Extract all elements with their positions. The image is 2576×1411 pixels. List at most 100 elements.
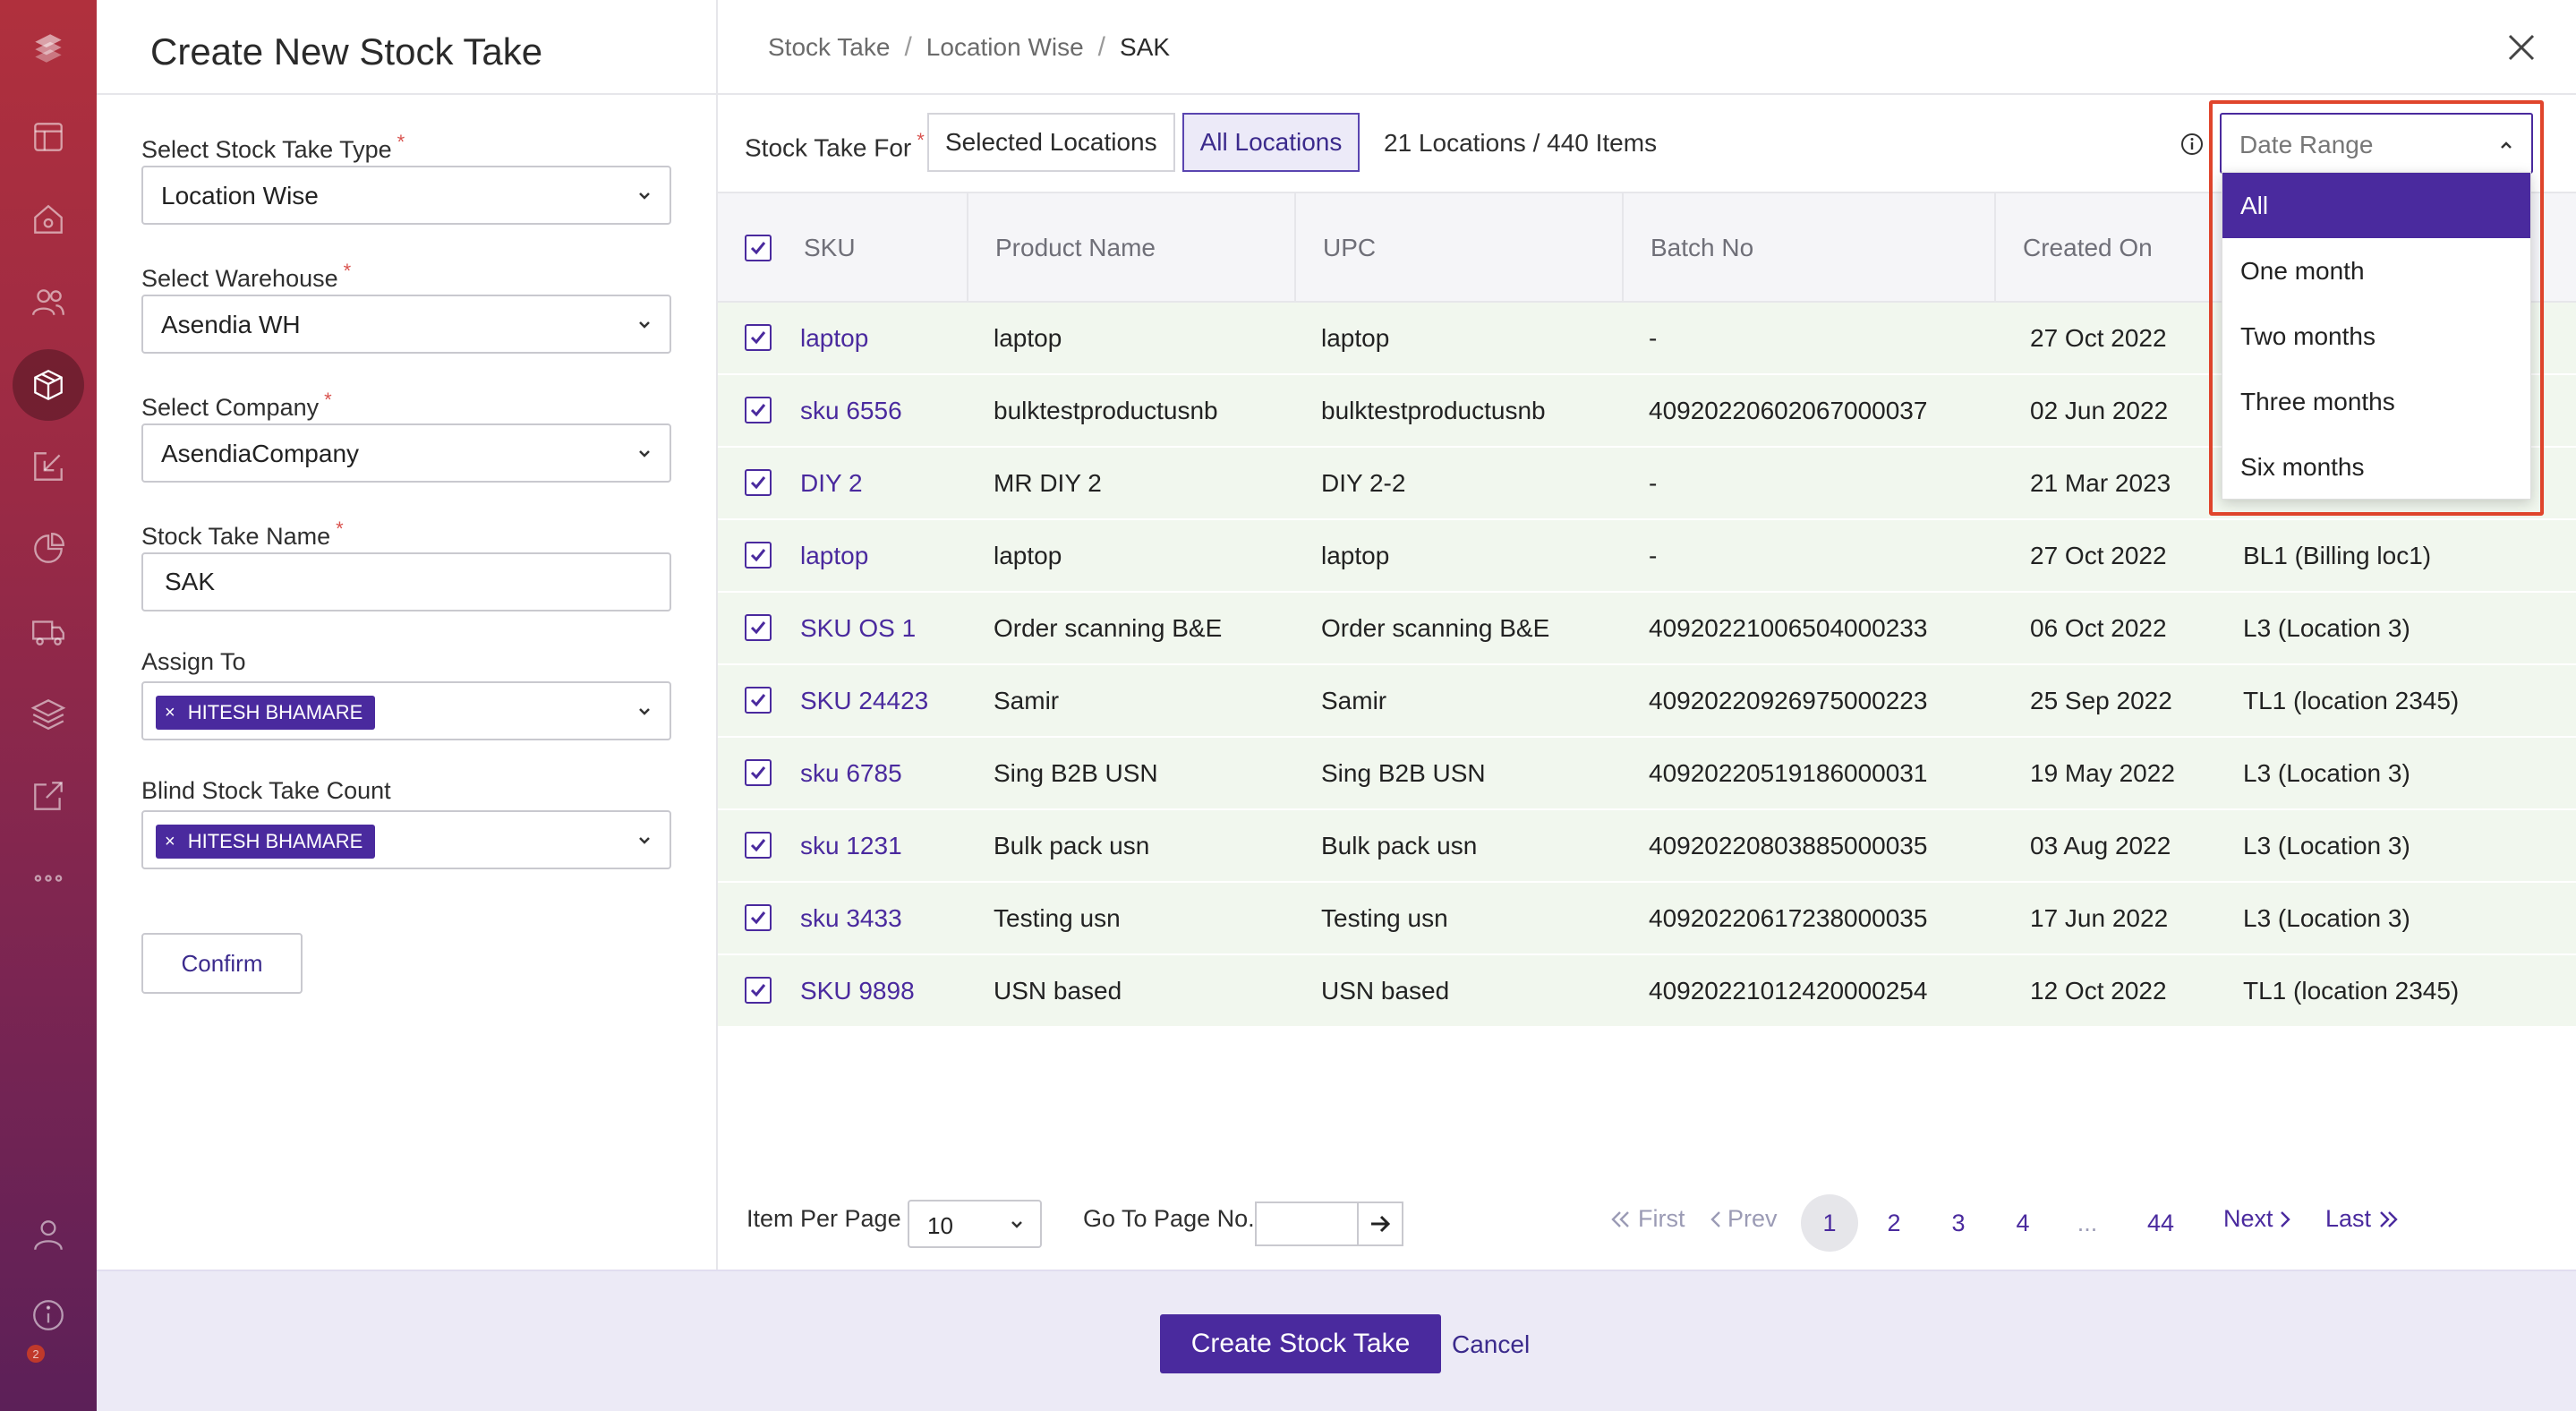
- sku-cell[interactable]: sku 6785: [800, 758, 902, 787]
- created-on-cell: 21 Mar 2023: [2030, 468, 2171, 497]
- breadcrumb-location-wise[interactable]: Location Wise: [925, 33, 1084, 61]
- table-row[interactable]: laptop laptop laptop - 27 Oct 2022 BL1 (Billi…: [718, 520, 2576, 593]
- cancel-link[interactable]: Cancel: [1452, 1330, 1531, 1358]
- row-checkbox[interactable]: [745, 614, 772, 641]
- prev-page-link[interactable]: Prev: [1710, 1205, 1778, 1233]
- row-checkbox[interactable]: [745, 469, 772, 496]
- column-header-sku-text: SKU: [804, 234, 856, 261]
- date-range-option-one-month[interactable]: One month: [2240, 256, 2365, 285]
- dashboard-icon[interactable]: [24, 113, 73, 161]
- row-checkbox[interactable]: [745, 324, 772, 351]
- warehouse-select[interactable]: Asendia WH: [141, 295, 671, 354]
- table-row[interactable]: sku 3433 Testing usn Testing usn 4092022061…: [718, 883, 2576, 955]
- created-on-cell: 03 Aug 2022: [2030, 831, 2171, 859]
- sku-cell[interactable]: laptop: [800, 541, 869, 569]
- date-range-option-two-months[interactable]: Two months: [2240, 321, 2376, 350]
- blind-count-chip[interactable]: × HITESH BHAMARE: [156, 825, 376, 859]
- info-icon[interactable]: [24, 1291, 73, 1339]
- row-checkbox[interactable]: [745, 977, 772, 1004]
- table-row[interactable]: sku 1231 Bulk pack usn Bulk pack usn 409202…: [718, 810, 2576, 883]
- inbound-icon[interactable]: [24, 442, 73, 491]
- row-checkbox[interactable]: [745, 397, 772, 423]
- sku-cell[interactable]: SKU 9898: [800, 976, 915, 1005]
- page-4[interactable]: 4: [2016, 1209, 2030, 1236]
- confirm-button[interactable]: Confirm: [141, 933, 303, 994]
- inventory-box-icon[interactable]: [13, 349, 84, 421]
- go-to-page-button[interactable]: [1357, 1201, 1403, 1246]
- reports-pie-icon[interactable]: [24, 525, 73, 573]
- stock-take-type-select[interactable]: Location Wise: [141, 166, 671, 225]
- upc-cell: Order scanning B&E: [1321, 613, 1550, 642]
- table-row[interactable]: SKU OS 1 Order scanning B&E Order scanning…: [718, 593, 2576, 665]
- created-on-cell: 17 Jun 2022: [2030, 903, 2169, 932]
- logo-icon[interactable]: [24, 23, 73, 72]
- location-scope-toggle: Selected Locations All Locations: [927, 113, 1361, 172]
- layers-icon[interactable]: [24, 689, 73, 738]
- sku-cell[interactable]: sku 1231: [800, 831, 902, 859]
- date-range-select[interactable]: Date Range: [2220, 113, 2533, 174]
- sku-cell[interactable]: DIY 2: [800, 468, 863, 497]
- info-icon[interactable]: [2180, 133, 2204, 156]
- profile-icon[interactable]: [24, 1210, 73, 1259]
- table-row[interactable]: SKU 24423 Samir Samir 40920220926975000223 2…: [718, 665, 2576, 738]
- last-page-link[interactable]: Last: [2325, 1205, 2400, 1233]
- checkmark-icon: [750, 404, 766, 417]
- home-icon[interactable]: [24, 195, 73, 244]
- column-header-batch-no[interactable]: Batch No: [1622, 193, 1994, 303]
- assignee-chip[interactable]: × HITESH BHAMARE: [156, 696, 376, 730]
- form-title: Create New Stock Take: [150, 30, 543, 73]
- date-range-option-six-months[interactable]: Six months: [2240, 452, 2365, 481]
- more-icon[interactable]: [24, 854, 73, 902]
- go-to-page-input[interactable]: [1255, 1201, 1359, 1246]
- blind-count-select[interactable]: × HITESH BHAMARE: [141, 810, 671, 869]
- sku-cell[interactable]: SKU OS 1: [800, 613, 917, 642]
- first-page-link[interactable]: First: [1609, 1205, 1685, 1233]
- prev-page-label: Prev: [1727, 1205, 1778, 1232]
- chip-remove-icon[interactable]: ×: [165, 702, 175, 723]
- row-checkbox[interactable]: [745, 759, 772, 786]
- column-header-sku[interactable]: SKU: [718, 193, 967, 303]
- date-range-option-all[interactable]: All: [2222, 173, 2530, 238]
- row-checkbox[interactable]: [745, 904, 772, 931]
- next-page-link[interactable]: Next: [2223, 1205, 2291, 1233]
- column-header-product-name[interactable]: Product Name: [967, 193, 1294, 303]
- chip-remove-icon[interactable]: ×: [165, 831, 175, 851]
- users-icon[interactable]: [24, 278, 73, 326]
- company-select[interactable]: AsendiaCompany: [141, 423, 671, 483]
- all-locations-button[interactable]: All Locations: [1181, 113, 1361, 172]
- breadcrumb-stock-take[interactable]: Stock Take: [768, 33, 891, 61]
- stock-take-name-input[interactable]: [141, 552, 671, 611]
- sku-cell[interactable]: sku 3433: [800, 903, 902, 932]
- table-row[interactable]: sku 6785 Sing B2B USN Sing B2B USN 40920220…: [718, 738, 2576, 810]
- batch-no-cell: -: [1649, 541, 1658, 569]
- shipping-truck-icon[interactable]: [24, 607, 73, 655]
- row-checkbox[interactable]: [745, 687, 772, 714]
- upc-cell: USN based: [1321, 976, 1450, 1005]
- items-per-page-select[interactable]: 10: [908, 1200, 1042, 1248]
- location-cell: L3 (Location 3): [2243, 903, 2410, 932]
- upc-cell: DIY 2-2: [1321, 468, 1406, 497]
- page-3[interactable]: 3: [1951, 1209, 1966, 1236]
- page-1[interactable]: 1: [1801, 1194, 1858, 1252]
- row-checkbox[interactable]: [745, 542, 772, 569]
- column-header-created-on[interactable]: Created On: [1994, 193, 2576, 303]
- date-range-option-three-months[interactable]: Three months: [2240, 387, 2395, 415]
- required-marker: *: [917, 129, 925, 151]
- row-checkbox[interactable]: [745, 832, 772, 859]
- sku-cell[interactable]: SKU 24423: [800, 686, 929, 714]
- sku-cell[interactable]: laptop: [800, 323, 869, 352]
- close-icon[interactable]: [2506, 32, 2537, 63]
- select-all-checkbox[interactable]: [745, 235, 772, 261]
- external-link-icon[interactable]: [24, 772, 73, 820]
- column-header-upc[interactable]: UPC: [1294, 193, 1622, 303]
- table-row[interactable]: SKU 9898 USN based USN based 40920221012420…: [718, 955, 2576, 1028]
- warehouse-label-text: Select Warehouse: [141, 265, 338, 292]
- sku-cell[interactable]: sku 6556: [800, 396, 902, 424]
- page-44[interactable]: 44: [2146, 1209, 2175, 1236]
- create-stock-take-button[interactable]: Create Stock Take: [1160, 1314, 1441, 1373]
- blind-count-label: Blind Stock Take Count: [141, 777, 391, 804]
- assign-to-select[interactable]: × HITESH BHAMARE: [141, 681, 671, 740]
- required-marker: *: [336, 517, 344, 540]
- page-2[interactable]: 2: [1887, 1209, 1901, 1236]
- selected-locations-button[interactable]: Selected Locations: [927, 113, 1175, 172]
